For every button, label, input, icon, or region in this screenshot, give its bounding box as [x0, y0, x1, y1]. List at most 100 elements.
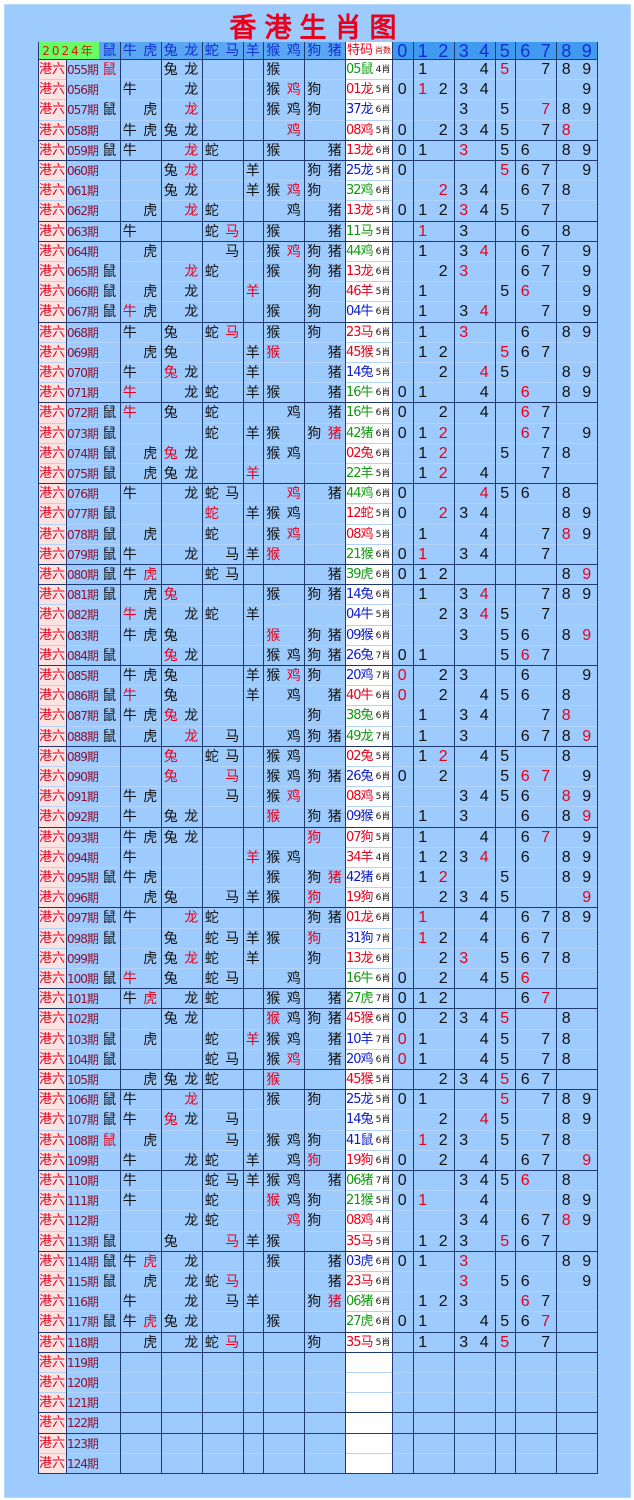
- digit-mark: 1: [418, 1293, 428, 1311]
- digit-mark: 9: [582, 828, 592, 846]
- period-label: 080期: [67, 568, 99, 582]
- zodiac-mark: 鼠: [102, 546, 117, 563]
- period-label: 101期: [67, 992, 99, 1007]
- row-divider: [38, 442, 598, 444]
- digit-mark: 8: [561, 323, 571, 341]
- zodiac-mark: 龙: [184, 1314, 199, 1331]
- zodiac-mark: 龙: [184, 62, 199, 78]
- digit-mark: 1: [418, 424, 428, 442]
- zodiac-mark: 虎: [143, 1274, 158, 1290]
- digit-mark: 1: [418, 1050, 428, 1068]
- column-divider: [556, 42, 557, 1474]
- zodiac-mark: 鼠: [102, 405, 117, 422]
- zodiac-mark: 猪: [327, 486, 342, 503]
- digit-mark: 2: [438, 1111, 448, 1129]
- row-divider: [38, 79, 598, 81]
- period-label: 065期: [67, 265, 99, 279]
- period-label: 063期: [67, 224, 99, 239]
- digit-mark: 5: [500, 283, 510, 301]
- zodiac-mark: 牛: [122, 122, 137, 139]
- period-label: 108期: [67, 1133, 99, 1148]
- row-label: 港六: [38, 1274, 65, 1289]
- row-label: 港六: [38, 1051, 65, 1067]
- zodiac-count: 7肖: [375, 994, 391, 1005]
- digit-mark: 5: [500, 141, 510, 159]
- zodiac-mark: 鼠: [102, 1112, 117, 1129]
- zodiac-mark: 牛: [122, 607, 137, 624]
- row-label: 港六: [38, 243, 65, 259]
- digit-mark: 1: [418, 586, 428, 604]
- period-label: 083期: [67, 628, 99, 643]
- special-code: 42猪: [346, 425, 374, 441]
- digit-mark: 3: [459, 808, 469, 826]
- zodiac-header-9: 鸡: [286, 43, 301, 59]
- zodiac-mark: 鸡: [286, 405, 301, 422]
- zodiac-header-4: 龙: [184, 43, 199, 59]
- zodiac-count: 6肖: [375, 1317, 391, 1328]
- special-code: 13龙: [346, 203, 374, 219]
- digit-mark: 4: [479, 1212, 489, 1230]
- zodiac-mark: 猪: [327, 647, 342, 664]
- period-label: 094期: [67, 850, 99, 865]
- digit-header-7: 7: [540, 41, 551, 61]
- zodiac-mark: 牛: [122, 870, 137, 886]
- digit-mark: 3: [459, 323, 469, 341]
- digit-mark: 6: [520, 424, 530, 442]
- row-label: 港六: [38, 122, 65, 138]
- digit-mark: 5: [500, 788, 510, 806]
- digit-mark: 4: [479, 586, 489, 604]
- zodiac-count: 6肖: [375, 893, 391, 904]
- zodiac-count: 5肖: [375, 226, 391, 237]
- zodiac-mark: 马: [225, 728, 240, 745]
- zodiac-mark: 蛇: [204, 1173, 219, 1189]
- zodiac-mark: 猴: [266, 243, 281, 260]
- zodiac-mark: 蛇: [204, 1193, 219, 1210]
- zodiac-mark: 猴: [266, 62, 281, 78]
- digit-mark: 6: [520, 828, 530, 846]
- digit-mark: 5: [500, 1333, 510, 1351]
- zodiac-mark: 猴: [266, 748, 281, 765]
- zodiac-mark: 猴: [266, 223, 281, 240]
- zodiac-count: 6肖: [375, 913, 391, 924]
- zodiac-mark: 鸡: [286, 122, 301, 139]
- digit-mark: 3: [459, 1212, 469, 1230]
- zodiac-mark: 鼠: [102, 102, 117, 119]
- zodiac-mark: 兔: [163, 183, 178, 200]
- period-label: 119期: [67, 1355, 99, 1370]
- digit-mark: 9: [582, 162, 592, 179]
- digit-mark: 5: [500, 1071, 510, 1088]
- digit-mark: 1: [418, 545, 428, 563]
- special-code: 01龙: [346, 910, 374, 926]
- zodiac-mark: 马: [225, 769, 240, 785]
- group-divider: [38, 988, 598, 990]
- digit-mark: 4: [479, 929, 489, 947]
- zodiac-mark: 羊: [245, 1233, 260, 1250]
- zodiac-mark: 猪: [327, 1051, 342, 1068]
- digit-mark: 2: [438, 465, 448, 482]
- zodiac-mark: 羊: [245, 1294, 260, 1311]
- zodiac-mark: 牛: [122, 365, 137, 381]
- zodiac-mark: 猪: [327, 587, 342, 604]
- row-label: 港六: [38, 1132, 65, 1148]
- digit-mark: 2: [438, 81, 448, 99]
- digit-mark: 3: [459, 727, 469, 745]
- zodiac-count: 6肖: [375, 873, 391, 883]
- zodiac-mark: 马: [225, 789, 240, 806]
- digit-mark: 7: [541, 525, 551, 543]
- zodiac-mark: 虎: [143, 728, 158, 745]
- digit-mark: 0: [397, 384, 407, 402]
- digit-mark: 5: [500, 869, 510, 886]
- digit-mark: 0: [397, 1313, 407, 1331]
- digit-mark: 8: [561, 222, 571, 240]
- digit-mark: 3: [459, 889, 469, 907]
- zodiac-count: 6肖: [375, 145, 391, 156]
- zodiac-mark: 龙: [184, 1092, 199, 1109]
- zodiac-count: 6肖: [375, 772, 391, 782]
- digit-mark: 0: [397, 202, 407, 220]
- period-label: 070期: [67, 366, 99, 380]
- special-code-column-bg: [345, 42, 392, 1474]
- digit-mark: 6: [520, 970, 530, 987]
- zodiac-mark: 鼠: [102, 647, 117, 664]
- digit-mark: 9: [582, 364, 592, 381]
- special-code: 08鸡: [346, 789, 374, 805]
